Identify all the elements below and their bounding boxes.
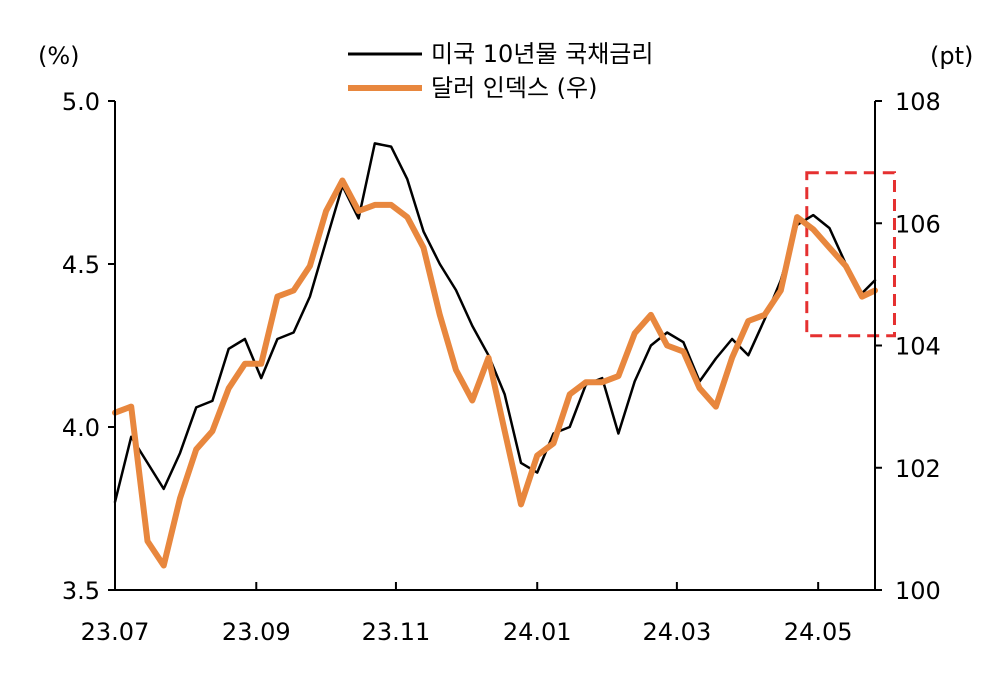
right-ticks: 100 102 104 106 108	[875, 88, 941, 605]
series-layer	[112, 142, 878, 569]
x-tick-label: 23.11	[362, 618, 431, 646]
left-tick-label: 3.5	[62, 577, 100, 605]
x-tick-label: 23.09	[222, 618, 291, 646]
left-tick-label: 4.5	[62, 251, 100, 279]
right-axis-unit: (pt)	[930, 42, 973, 70]
left-axis-unit: (%)	[38, 42, 80, 70]
legend: 미국 10년물 국채금리 달러 인덱스 (우)	[348, 40, 653, 102]
highlight-box	[805, 171, 896, 338]
legend-label-treasury: 미국 10년물 국채금리	[431, 40, 653, 68]
left-tick-label: 4.0	[62, 414, 100, 442]
right-tick-label: 108	[895, 88, 941, 116]
x-tick-label: 24.03	[643, 618, 712, 646]
x-tick-label: 23.07	[81, 618, 150, 646]
x-tick-label: 24.05	[784, 618, 853, 646]
highlight-box-layer	[805, 171, 896, 338]
right-tick-label: 102	[895, 455, 941, 483]
x-ticks: 23.07 23.09 23.11 24.01 24.03 24.05	[81, 582, 853, 646]
right-tick-label: 104	[895, 333, 941, 361]
legend-label-dollar-index: 달러 인덱스 (우)	[431, 74, 597, 102]
left-ticks: 3.5 4.0 4.5 5.0	[62, 88, 115, 605]
right-tick-label: 106	[895, 210, 941, 238]
series-line-treasury	[113, 142, 877, 504]
x-tick-label: 24.01	[503, 618, 572, 646]
right-tick-label: 100	[895, 577, 941, 605]
left-tick-label: 5.0	[62, 88, 100, 116]
series-line-dollar-index	[112, 177, 878, 569]
